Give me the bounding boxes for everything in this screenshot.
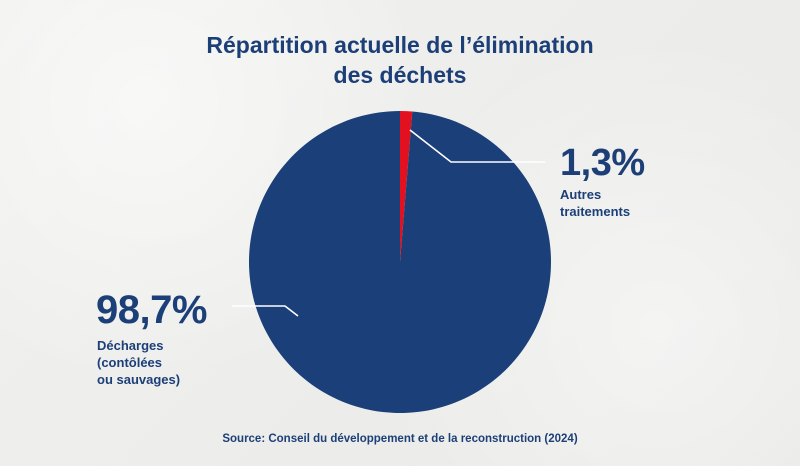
chart-title-line-2: des déchets: [333, 62, 467, 88]
leader-line-landfill: [232, 305, 299, 317]
leader-line-other: [409, 129, 545, 163]
pie-slices: [248, 111, 551, 413]
pie-slice-other: [400, 111, 413, 262]
slice-label-landfill-line-1: Décharges: [97, 338, 164, 353]
slice-label-other-description: Autres traitements: [560, 186, 630, 220]
slice-label-other-line-1: Autres: [560, 187, 602, 202]
chart-title-line-1: Répartition actuelle de l’élimination: [206, 32, 594, 58]
slice-label-other-line-2: traitements: [560, 204, 631, 219]
slice-label-landfill-percent: 98,7%: [96, 288, 207, 332]
slice-label-landfill-line-3: ou sauvages): [97, 372, 181, 387]
source-note: Source: Conseil du développement et de l…: [222, 433, 578, 445]
pie-slice-landfill: [248, 111, 551, 413]
leader-lines: [232, 129, 545, 317]
slice-label-other-percent: 1,3%: [560, 142, 645, 184]
slice-label-landfill-description: Décharges (contôlées ou sauvages): [97, 337, 180, 388]
chart-title: Répartition actuelle de l’élimination de…: [0, 30, 800, 90]
slice-label-landfill-line-2: (contôlées: [97, 355, 163, 370]
